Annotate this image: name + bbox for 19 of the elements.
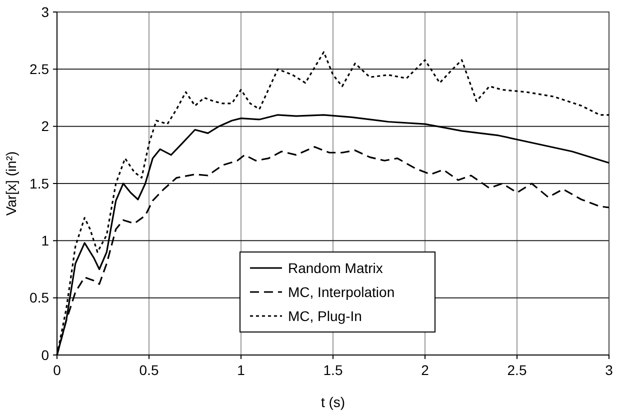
legend-label: MC, Plug-In xyxy=(288,308,362,324)
x-tick-label: 3 xyxy=(605,362,614,378)
x-axis-title: t (s) xyxy=(320,394,346,410)
x-tick-label: 0.5 xyxy=(139,362,159,378)
x-tick-label: 1 xyxy=(237,362,246,378)
y-tick-label: 2.5 xyxy=(30,61,50,78)
x-tick-label: 2 xyxy=(421,362,430,378)
x-tick-label: 1.5 xyxy=(323,362,343,378)
y-tick-label: 2 xyxy=(41,118,50,134)
y-tick-label: 1.5 xyxy=(30,175,50,192)
y-tick-label: 3 xyxy=(41,4,50,20)
y-tick-label: 0.5 xyxy=(30,290,50,306)
y-axis-title: Var[x] (in²) xyxy=(3,151,19,216)
y-tick-label: 0 xyxy=(41,346,50,363)
y-tick-label: 1 xyxy=(41,232,50,249)
x-tick-label: 2.5 xyxy=(507,362,527,378)
legend-label: Random Matrix xyxy=(288,260,383,276)
x-tick-label: 0 xyxy=(53,362,62,378)
legend-label: MC, Interpolation xyxy=(288,284,395,300)
